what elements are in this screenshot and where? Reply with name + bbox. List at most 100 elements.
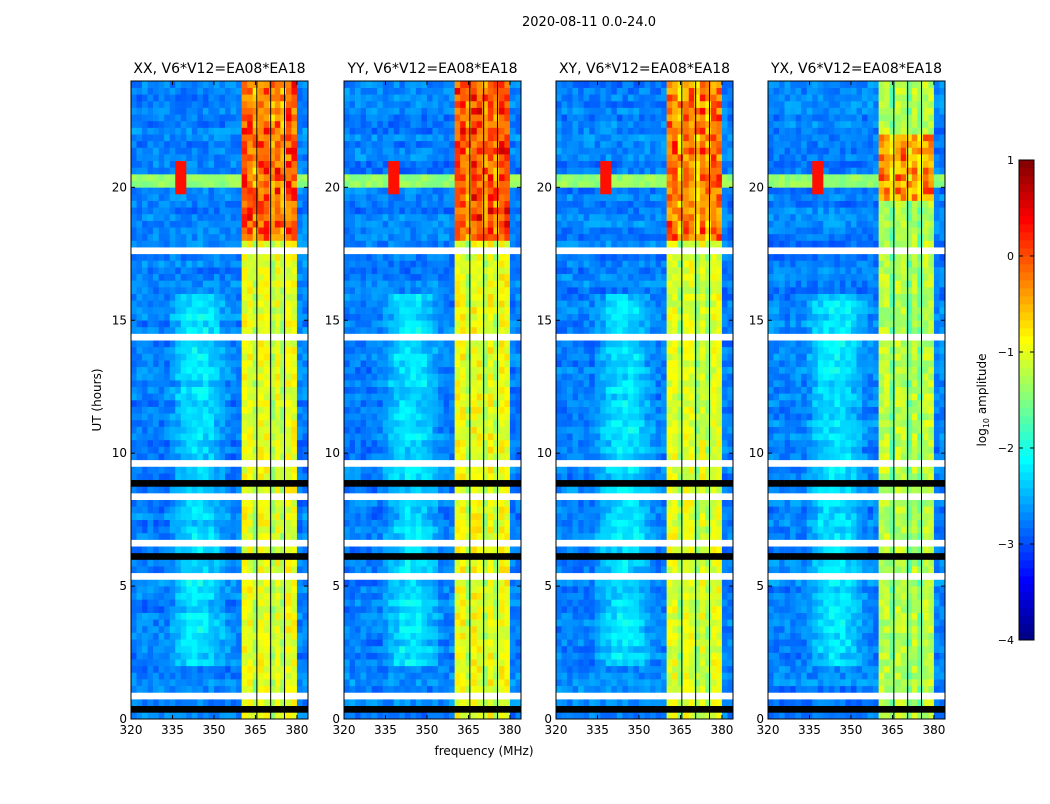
heatmap-cell	[214, 294, 220, 301]
heatmap-cell	[280, 307, 286, 314]
heatmap-cell	[427, 387, 433, 394]
heatmap-cell	[142, 267, 148, 274]
heatmap-cell	[164, 593, 170, 600]
heatmap-cell	[164, 626, 170, 633]
heatmap-cell	[499, 613, 505, 620]
heatmap-cell	[175, 347, 181, 354]
heatmap-cell	[383, 500, 389, 507]
heatmap-cell	[214, 447, 220, 454]
heatmap-cell	[181, 121, 187, 128]
heatmap-cell	[203, 646, 209, 653]
heatmap-cell	[159, 287, 165, 294]
heatmap-cell	[344, 407, 350, 414]
heatmap-cell	[258, 413, 264, 420]
heatmap-cell	[236, 101, 242, 108]
heatmap-cell	[208, 254, 214, 261]
heatmap-cell	[175, 566, 181, 573]
heatmap-cell	[488, 606, 494, 613]
heatmap-cell	[466, 473, 472, 480]
heatmap-cell	[499, 520, 505, 527]
heatmap-cell	[438, 480, 444, 487]
heatmap-cell	[220, 247, 226, 254]
heatmap-cell	[297, 347, 303, 354]
heatmap-cell	[388, 387, 394, 394]
heatmap-cell	[175, 320, 181, 327]
heatmap-cell	[214, 440, 220, 447]
heatmap-cell	[242, 280, 248, 287]
heatmap-cell	[280, 427, 286, 434]
heatmap-cell	[203, 141, 209, 148]
heatmap-cell	[377, 486, 383, 493]
heatmap-cell	[399, 400, 405, 407]
heatmap-cell	[175, 88, 181, 95]
heatmap-cell	[460, 347, 466, 354]
heatmap-cell	[460, 353, 466, 360]
heatmap-cell	[269, 460, 275, 467]
heatmap-cell	[164, 633, 170, 640]
heatmap-cell	[220, 573, 226, 580]
heatmap-cell	[388, 706, 394, 713]
heatmap-cell	[383, 546, 389, 553]
heatmap-cell	[236, 486, 242, 493]
heatmap-cell	[361, 553, 367, 560]
heatmap-cell	[197, 241, 203, 248]
heatmap-cell	[181, 606, 187, 613]
heatmap-cell	[275, 207, 281, 214]
heatmap-cell	[197, 706, 203, 713]
heatmap-cell	[258, 453, 264, 460]
heatmap-cell	[499, 413, 505, 420]
x-tick-label: 335	[161, 723, 184, 737]
heatmap-cell	[197, 114, 203, 121]
heatmap-cell	[280, 639, 286, 646]
heatmap-cell	[350, 520, 356, 527]
heatmap-cell	[269, 606, 275, 613]
heatmap-cell	[225, 247, 231, 254]
heatmap-cell	[231, 187, 237, 194]
heatmap-cell	[236, 108, 242, 115]
heatmap-cell	[175, 427, 181, 434]
heatmap-cell	[302, 427, 308, 434]
heatmap-cell	[253, 599, 259, 606]
heatmap-cell	[510, 526, 516, 533]
heatmap-cell	[192, 453, 198, 460]
heatmap-cell	[355, 407, 361, 414]
heatmap-cell	[203, 613, 209, 620]
heatmap-cell	[280, 400, 286, 407]
heatmap-cell	[471, 606, 477, 613]
heatmap-cell	[416, 420, 422, 427]
heatmap-cell	[164, 181, 170, 188]
heatmap-cell	[449, 560, 455, 567]
heatmap-cell	[275, 460, 281, 467]
heatmap-cell	[366, 340, 372, 347]
heatmap-cell	[394, 560, 400, 567]
heatmap-cell	[394, 353, 400, 360]
heatmap-cell	[137, 692, 143, 699]
heatmap-cell	[197, 187, 203, 194]
heatmap-cell	[466, 692, 472, 699]
heatmap-cell	[302, 267, 308, 274]
heatmap-cell	[236, 400, 242, 407]
heatmap-cell	[142, 353, 148, 360]
heatmap-cell	[510, 553, 516, 560]
heatmap-cell	[153, 526, 159, 533]
heatmap-cell	[377, 420, 383, 427]
heatmap-cell	[137, 486, 143, 493]
heatmap-cell	[286, 433, 292, 440]
heatmap-cell	[220, 633, 226, 640]
heatmap-cell	[471, 626, 477, 633]
heatmap-cell	[460, 672, 466, 679]
heatmap-cell	[297, 128, 303, 135]
heatmap-cell	[175, 486, 181, 493]
heatmap-cell	[253, 147, 259, 154]
heatmap-cell	[286, 353, 292, 360]
heatmap-cell	[355, 347, 361, 354]
heatmap-cell	[455, 672, 461, 679]
heatmap-cell	[197, 300, 203, 307]
heatmap-cells	[131, 81, 308, 719]
heatmap-cell	[170, 706, 176, 713]
heatmap-cell	[153, 606, 159, 613]
heatmap-cell	[383, 427, 389, 434]
heatmap-cell	[515, 513, 521, 520]
heatmap-cell	[444, 619, 450, 626]
heatmap-cell	[416, 334, 422, 341]
